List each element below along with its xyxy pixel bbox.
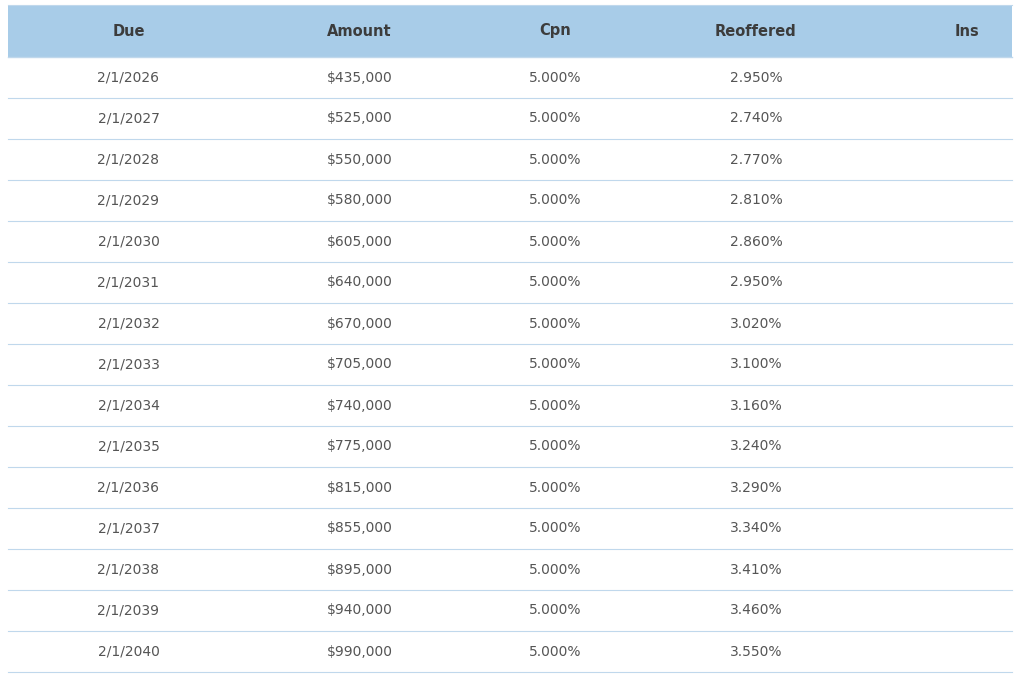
- Bar: [8, 631, 1011, 672]
- Text: 5.000%: 5.000%: [529, 275, 581, 290]
- Text: 5.000%: 5.000%: [529, 398, 581, 412]
- Text: Cpn: Cpn: [539, 24, 571, 38]
- Bar: [8, 139, 1011, 180]
- Text: 5.000%: 5.000%: [529, 358, 581, 371]
- Text: $705,000: $705,000: [326, 358, 392, 371]
- Text: 2/1/2035: 2/1/2035: [98, 439, 159, 454]
- Text: 5.000%: 5.000%: [529, 562, 581, 576]
- Text: 2/1/2037: 2/1/2037: [98, 522, 159, 535]
- Text: 5.000%: 5.000%: [529, 234, 581, 248]
- Text: 2/1/2028: 2/1/2028: [98, 153, 159, 167]
- Text: 5.000%: 5.000%: [529, 194, 581, 207]
- Text: $670,000: $670,000: [326, 317, 392, 331]
- Text: 5.000%: 5.000%: [529, 603, 581, 618]
- Text: 3.550%: 3.550%: [729, 645, 782, 659]
- Text: 3.340%: 3.340%: [729, 522, 782, 535]
- Bar: [8, 467, 1011, 508]
- Text: 5.000%: 5.000%: [529, 111, 581, 126]
- Text: 2/1/2033: 2/1/2033: [98, 358, 159, 371]
- Text: 2/1/2032: 2/1/2032: [98, 317, 159, 331]
- Bar: [8, 98, 1011, 139]
- Bar: [8, 221, 1011, 262]
- Text: 2/1/2030: 2/1/2030: [98, 234, 159, 248]
- Text: 3.460%: 3.460%: [729, 603, 782, 618]
- Text: Amount: Amount: [327, 24, 391, 38]
- Text: $640,000: $640,000: [326, 275, 392, 290]
- Text: 2/1/2029: 2/1/2029: [98, 194, 159, 207]
- Text: 2.860%: 2.860%: [729, 234, 782, 248]
- Text: 2.950%: 2.950%: [729, 275, 782, 290]
- Text: 2/1/2040: 2/1/2040: [98, 645, 159, 659]
- Text: 2/1/2038: 2/1/2038: [98, 562, 159, 576]
- Text: 2/1/2027: 2/1/2027: [98, 111, 159, 126]
- Text: $740,000: $740,000: [326, 398, 392, 412]
- Text: 2/1/2031: 2/1/2031: [98, 275, 159, 290]
- Text: $435,000: $435,000: [326, 70, 392, 84]
- Text: 3.160%: 3.160%: [729, 398, 782, 412]
- Bar: [8, 57, 1011, 98]
- Text: $855,000: $855,000: [326, 522, 392, 535]
- Text: 2.740%: 2.740%: [729, 111, 782, 126]
- Bar: [8, 5, 1011, 57]
- Bar: [8, 180, 1011, 221]
- Text: $775,000: $775,000: [326, 439, 392, 454]
- Text: $940,000: $940,000: [326, 603, 392, 618]
- Text: 3.290%: 3.290%: [729, 481, 782, 495]
- Text: $605,000: $605,000: [326, 234, 392, 248]
- Text: 5.000%: 5.000%: [529, 70, 581, 84]
- Text: 5.000%: 5.000%: [529, 317, 581, 331]
- Text: 5.000%: 5.000%: [529, 522, 581, 535]
- Text: 3.100%: 3.100%: [729, 358, 782, 371]
- Text: 5.000%: 5.000%: [529, 153, 581, 167]
- Text: $550,000: $550,000: [326, 153, 392, 167]
- Text: 2.950%: 2.950%: [729, 70, 782, 84]
- Text: 2/1/2026: 2/1/2026: [98, 70, 159, 84]
- Bar: [8, 426, 1011, 467]
- Bar: [8, 303, 1011, 344]
- Text: 3.410%: 3.410%: [729, 562, 782, 576]
- Bar: [8, 549, 1011, 590]
- Text: 2/1/2034: 2/1/2034: [98, 398, 159, 412]
- Text: $815,000: $815,000: [326, 481, 392, 495]
- Text: $895,000: $895,000: [326, 562, 392, 576]
- Text: 3.020%: 3.020%: [729, 317, 782, 331]
- Text: 2/1/2039: 2/1/2039: [98, 603, 159, 618]
- Bar: [8, 344, 1011, 385]
- Text: $990,000: $990,000: [326, 645, 392, 659]
- Text: 2.810%: 2.810%: [729, 194, 782, 207]
- Text: Reoffered: Reoffered: [714, 24, 796, 38]
- Text: $525,000: $525,000: [326, 111, 392, 126]
- Bar: [8, 508, 1011, 549]
- Bar: [8, 385, 1011, 426]
- Text: 2.770%: 2.770%: [729, 153, 782, 167]
- Text: 2/1/2036: 2/1/2036: [98, 481, 159, 495]
- Text: $580,000: $580,000: [326, 194, 392, 207]
- Text: 5.000%: 5.000%: [529, 439, 581, 454]
- Text: 5.000%: 5.000%: [529, 481, 581, 495]
- Text: Due: Due: [112, 24, 145, 38]
- Text: 5.000%: 5.000%: [529, 645, 581, 659]
- Text: 3.240%: 3.240%: [729, 439, 782, 454]
- Text: Ins: Ins: [954, 24, 978, 38]
- Bar: [8, 590, 1011, 631]
- Bar: [8, 262, 1011, 303]
